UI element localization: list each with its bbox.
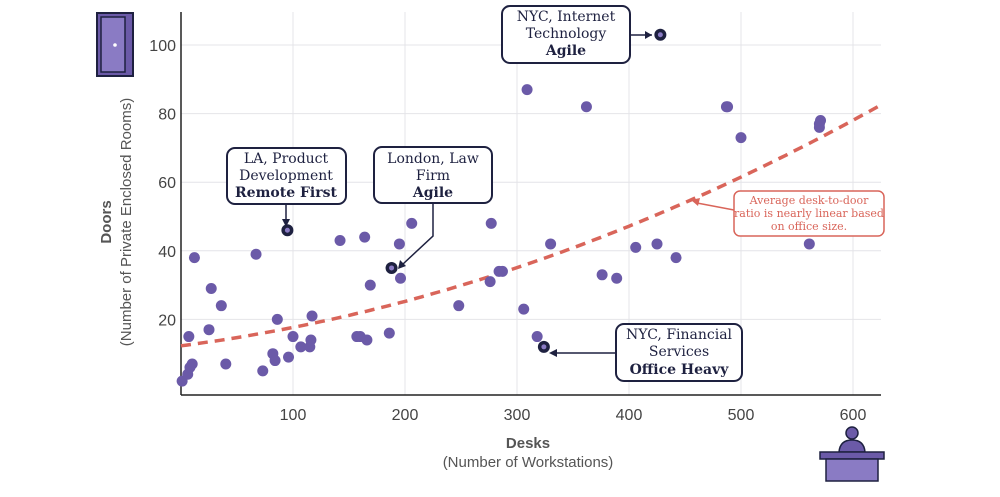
callout-label: Office Heavy <box>630 362 730 378</box>
data-point <box>183 331 195 343</box>
callout-label: Remote First <box>235 185 337 201</box>
data-point <box>485 217 497 229</box>
data-point <box>395 272 407 284</box>
data-point <box>453 300 465 312</box>
x-tick-label: 600 <box>840 407 867 424</box>
data-point <box>250 248 262 260</box>
data-point <box>186 358 198 370</box>
x-tick-label: 300 <box>504 407 531 424</box>
y-tick-label: 40 <box>158 244 176 261</box>
data-point <box>545 238 557 250</box>
callout-line1: LA, Product <box>244 151 329 167</box>
data-point <box>735 132 747 144</box>
data-point <box>287 331 299 343</box>
callout-line2: Firm <box>416 168 450 184</box>
data-point <box>611 272 623 284</box>
trend-annotation: Average desk-to-door ratio is nearly lin… <box>691 190 885 237</box>
tick-labels: 100 200 300 400 500 600 20 40 60 80 100 <box>149 38 866 424</box>
data-point <box>722 101 734 113</box>
annotation-line2: ratio is nearly linear based <box>734 207 884 220</box>
data-point <box>257 365 269 377</box>
data-point <box>518 303 530 315</box>
callout-line2: Technology <box>526 26 607 42</box>
data-point <box>484 276 496 288</box>
x-axis-title: Desks <box>506 435 550 452</box>
desk-worker-icon <box>819 426 885 482</box>
highlight-point-center <box>389 265 395 271</box>
data-point <box>203 324 215 336</box>
callout-nyc-internet-technology: NYC, Internet Technology Agile <box>501 5 652 64</box>
data-point <box>205 283 217 295</box>
y-tick-label: 20 <box>158 312 176 329</box>
highlight-point-center <box>284 227 290 233</box>
data-point <box>361 334 373 346</box>
data-point <box>271 313 283 325</box>
data-point <box>359 231 371 243</box>
data-point <box>815 114 827 126</box>
y-axis-title: Doors <box>98 200 115 243</box>
data-point <box>269 355 281 367</box>
highlight-point-center <box>541 344 547 350</box>
callout-line1: NYC, Internet <box>517 9 616 25</box>
x-tick-label: 100 <box>280 407 307 424</box>
annotation-line3: on office size. <box>771 220 847 233</box>
x-tick-label: 200 <box>392 407 419 424</box>
highlighted-points <box>281 28 667 353</box>
y-axis-subtitle: (Number of Private Enclosed Rooms) <box>118 98 135 346</box>
callout-nyc-financial-services: NYC, Financial Services Office Heavy <box>549 323 743 382</box>
data-point <box>220 358 232 370</box>
callout-label: Agile <box>412 185 453 201</box>
data-point <box>295 341 307 353</box>
callout-line2: Development <box>239 168 333 184</box>
data-point <box>306 310 318 322</box>
data-point <box>283 351 295 363</box>
trend-line <box>180 103 882 348</box>
data-point <box>531 331 543 343</box>
callout-line1: NYC, Financial <box>626 327 733 343</box>
highlight-point-center <box>657 32 663 38</box>
data-point <box>580 101 592 113</box>
annotation-line1: Average desk-to-door <box>749 194 870 207</box>
callout-line1: London, Law <box>387 151 479 167</box>
data-points <box>176 84 827 387</box>
data-point <box>364 279 376 291</box>
data-point <box>630 241 642 253</box>
data-point <box>188 252 200 264</box>
data-point <box>334 235 346 247</box>
data-point <box>521 84 533 96</box>
y-tick-label: 100 <box>149 38 176 55</box>
data-point <box>670 252 682 264</box>
data-point <box>383 327 395 339</box>
data-point <box>496 265 508 277</box>
x-axis-subtitle: (Number of Workstations) <box>443 454 614 471</box>
y-tick-label: 60 <box>158 175 176 192</box>
data-point <box>596 269 608 281</box>
data-point <box>406 217 418 229</box>
callout-line2: Services <box>649 344 709 360</box>
data-point <box>305 334 317 346</box>
x-tick-label: 500 <box>728 407 755 424</box>
callout-label: Agile <box>545 43 586 59</box>
x-tick-label: 400 <box>616 407 643 424</box>
callout-la-product-development: LA, Product Development Remote First <box>226 147 347 227</box>
y-tick-label: 80 <box>158 107 176 124</box>
callout-london-law-firm: London, Law Firm Agile <box>373 146 493 269</box>
data-point <box>651 238 663 250</box>
data-point <box>215 300 227 312</box>
data-point <box>393 238 405 250</box>
axes <box>180 12 881 396</box>
data-point <box>803 238 815 250</box>
door-icon <box>96 12 134 77</box>
